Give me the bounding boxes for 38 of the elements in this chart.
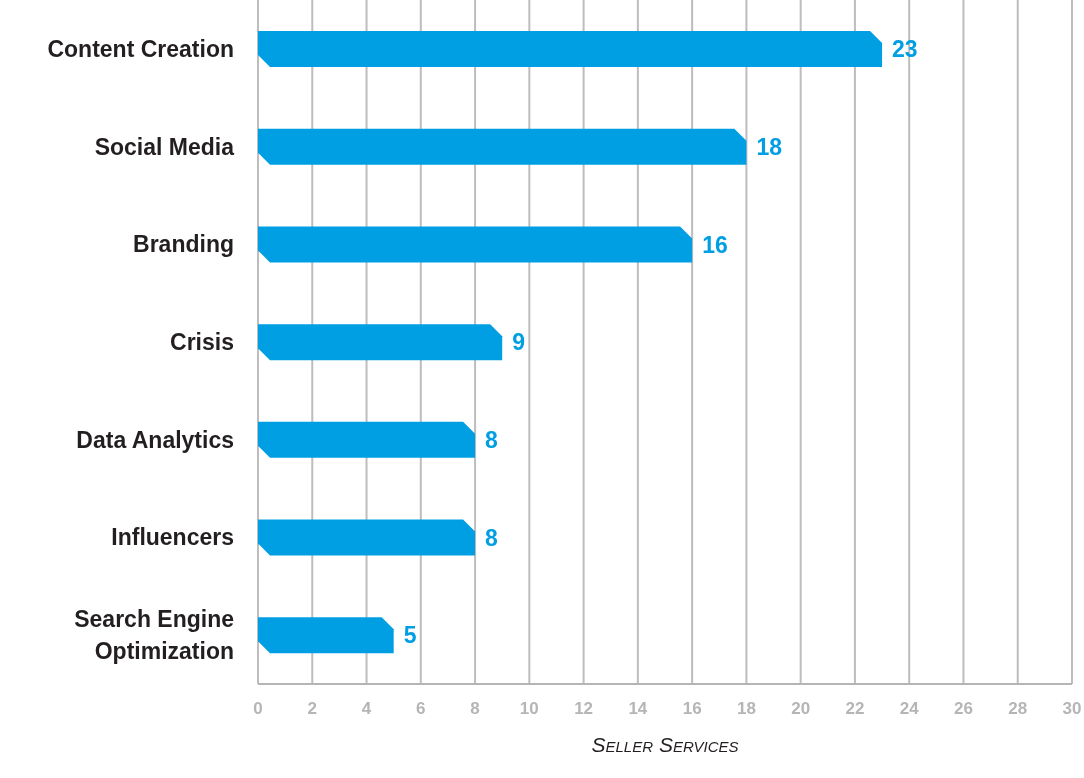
x-tick-label: 16 xyxy=(682,699,702,719)
x-tick-label: 18 xyxy=(736,699,756,719)
x-axis-title: Seller Services xyxy=(591,733,739,756)
data-label: 23 xyxy=(892,36,918,63)
x-tick-label: 4 xyxy=(361,699,372,719)
x-tick-label: 24 xyxy=(899,699,920,719)
x-tick-label: 12 xyxy=(574,699,594,719)
x-tick-label: 10 xyxy=(519,699,539,719)
bar xyxy=(258,226,693,263)
x-tick-label: 0 xyxy=(253,699,263,719)
data-label: 5 xyxy=(403,622,417,649)
bar xyxy=(258,421,476,458)
x-tick-label: 20 xyxy=(791,699,811,719)
y-tick-label: Influencers xyxy=(111,524,234,551)
y-tick-label: Branding xyxy=(133,231,234,258)
x-tick-label: 28 xyxy=(1008,699,1028,719)
x-tick-label: 30 xyxy=(1062,699,1082,719)
x-tick-label: 22 xyxy=(845,699,865,719)
data-label: 18 xyxy=(756,133,783,160)
y-tick-label: Data Analytics xyxy=(76,426,234,453)
y-tick-label: Social Media xyxy=(94,133,235,160)
x-tick-label: 6 xyxy=(416,699,426,719)
bar xyxy=(258,617,394,654)
data-label: 16 xyxy=(702,231,728,258)
y-tick-label: Crisis xyxy=(170,329,234,355)
data-label: 9 xyxy=(512,329,525,356)
y-tick-label: Search Engine Optimization xyxy=(74,606,234,665)
bar xyxy=(258,128,747,165)
x-tick-label: 2 xyxy=(307,699,317,719)
data-label: 8 xyxy=(485,524,499,551)
y-tick-label: Content Creation xyxy=(47,35,234,62)
x-tick-label: 8 xyxy=(470,699,480,719)
bar xyxy=(258,31,883,67)
data-label: 8 xyxy=(485,427,499,454)
x-tick-label: 26 xyxy=(954,699,973,719)
x-tick-label: 14 xyxy=(628,699,648,719)
bar xyxy=(258,324,503,361)
bar xyxy=(258,519,476,556)
